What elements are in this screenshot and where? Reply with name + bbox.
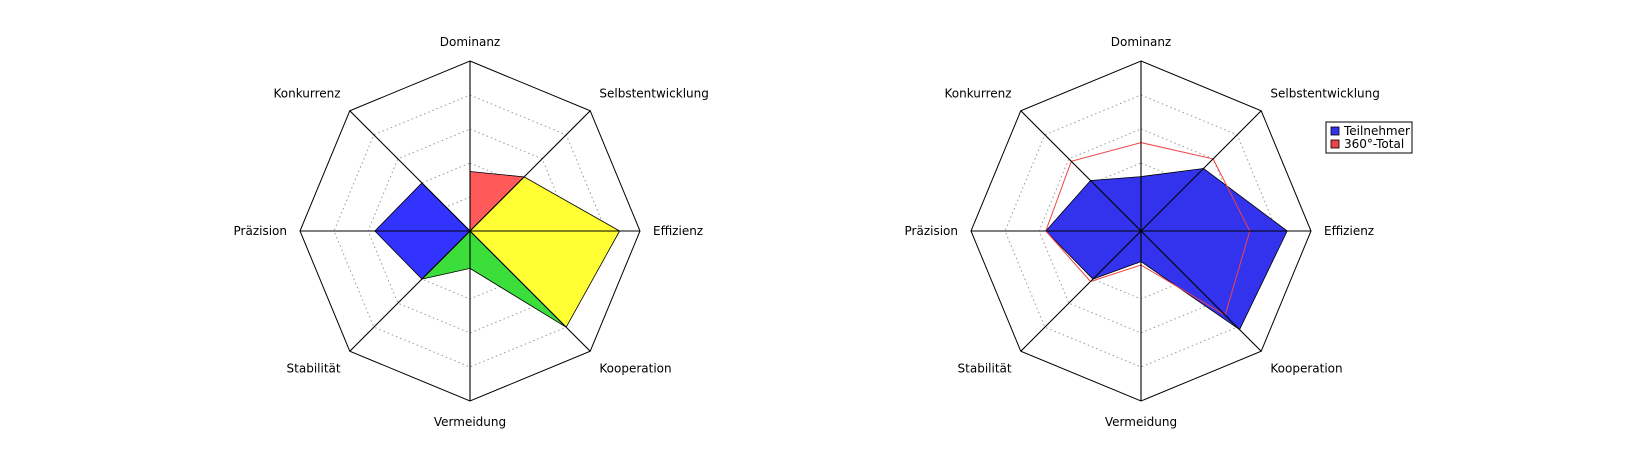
spoke-selbstentwicklung: [469, 110, 591, 232]
legend-swatch-360-total: [1330, 139, 1340, 149]
legend-label-teilnehmer: Teilnehmer: [1343, 124, 1410, 138]
series-teilnehmer-area: [1045, 168, 1288, 330]
spoke-stabilitaet: [1020, 230, 1142, 352]
axis-label-selbstentwicklung: Selbstentwicklung: [599, 87, 708, 101]
axis-label-stabilitaet: Stabilität: [958, 361, 1012, 375]
axis-label-stabilitaet: Stabilität: [287, 361, 341, 375]
radar-chart-left: Dominanz Selbstentwicklung Effizienz Kooper…: [234, 35, 709, 429]
grid-ring: [333, 94, 607, 368]
axis-label-konkurrenz: Konkurrenz: [945, 87, 1012, 101]
axis-label-effizienz: Effizienz: [653, 224, 703, 238]
spoke-stabilitaet: [349, 230, 471, 352]
axis-label-selbstentwicklung: Selbstentwicklung: [1270, 87, 1379, 101]
axis-label-effizienz: Effizienz: [1324, 224, 1374, 238]
radar-chart-right: Dominanz Selbstentwicklung Effizienz Kooper…: [905, 35, 1380, 429]
legend-swatch-teilnehmer: [1330, 126, 1340, 136]
spoke-konkurrenz: [349, 110, 471, 232]
legend-label-360-total: 360°-Total: [1344, 137, 1404, 151]
legend-box: [1325, 121, 1413, 154]
axis-label-kooperation: Kooperation: [599, 361, 671, 375]
grid-ring: [367, 128, 573, 334]
spoke-konkurrenz: [1020, 110, 1142, 232]
axis-label-vermeidung: Vermeidung: [434, 415, 506, 429]
axis-label-praezision: Präzision: [234, 224, 287, 238]
axis-label-vermeidung: Vermeidung: [1105, 415, 1177, 429]
spoke-kooperation: [469, 230, 591, 352]
axis-label-dominanz: Dominanz: [1111, 35, 1171, 49]
grid-ring: [1004, 94, 1278, 368]
axis-label-dominanz: Dominanz: [440, 35, 500, 49]
axis-label-kooperation: Kooperation: [1270, 361, 1342, 375]
axis-label-praezision: Präzision: [905, 224, 958, 238]
spoke-kooperation: [1140, 230, 1262, 352]
axis-label-konkurrenz: Konkurrenz: [274, 87, 341, 101]
spoke-selbstentwicklung: [1140, 110, 1262, 232]
legend: Teilnehmer 360°-Total: [1325, 121, 1413, 154]
